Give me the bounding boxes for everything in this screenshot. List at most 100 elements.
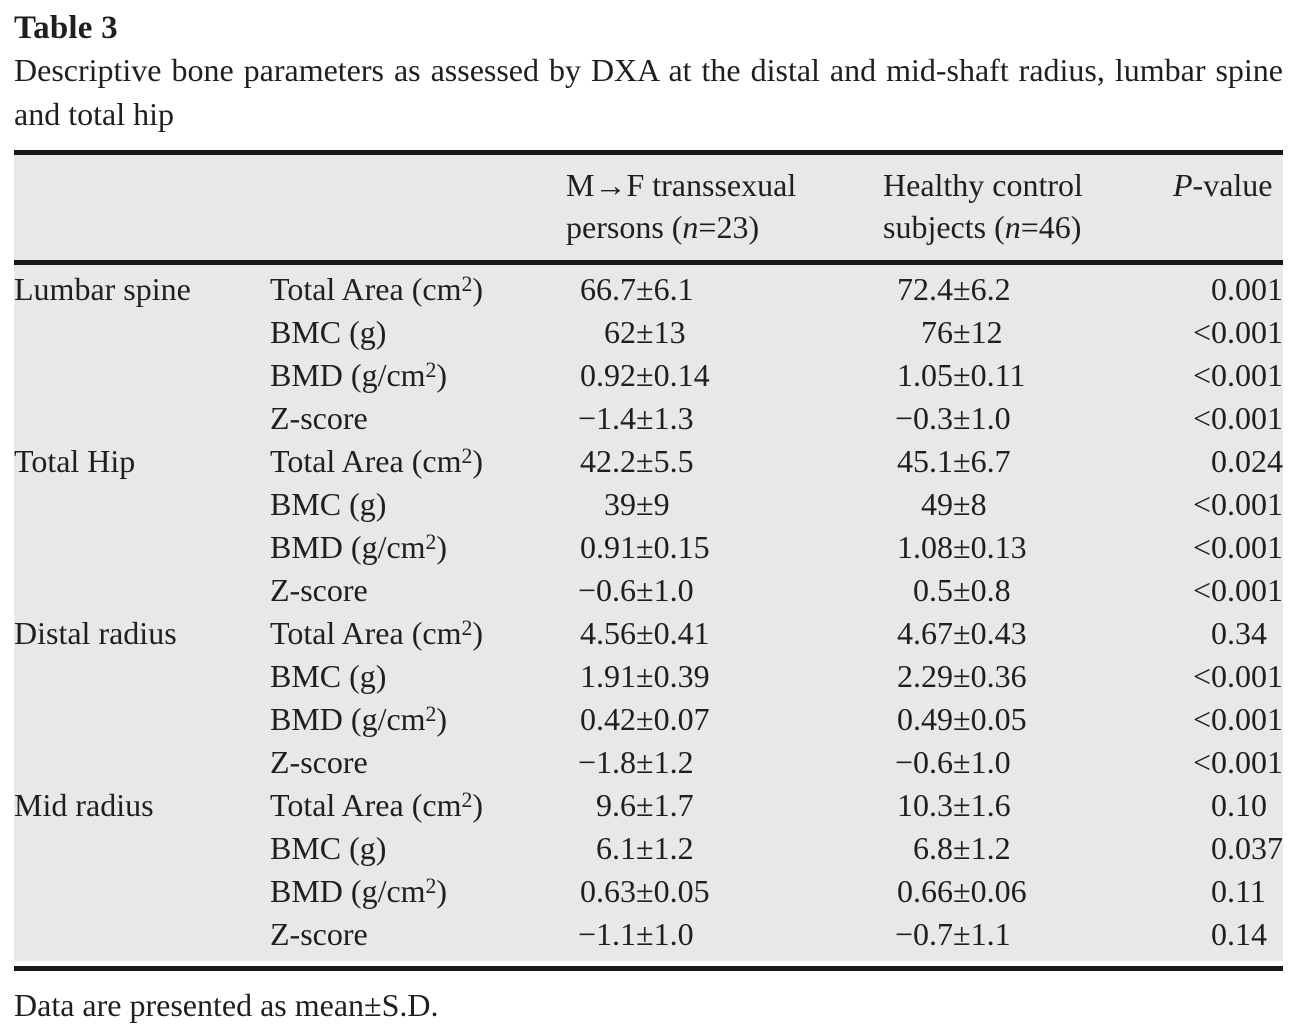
header-mtf-line2-post: =23) [698,209,760,245]
control-value: 0.66±0.06 [883,870,1173,913]
plus-minus-symbol: ± [636,314,654,350]
plus-minus-symbol: ± [953,744,971,780]
p-value: <0.001 [1173,483,1283,526]
p-value-decimals: .001 [1227,658,1283,694]
sd-value: 1.2 [653,744,694,780]
site-label [14,827,270,870]
p-value: <0.001 [1173,311,1283,354]
sd-value: 0.8 [970,572,1011,608]
site-label [14,397,270,440]
plus-minus-symbol: ± [953,357,971,393]
control-value: 1.08±0.13 [883,526,1173,569]
parameter-label: BMC (g) [270,486,387,522]
bottom-rule [14,966,1283,971]
site-label [14,311,270,354]
p-value-decimals: .001 [1227,744,1283,780]
control-value: 0.49±0.05 [883,698,1173,741]
table-row: BMD (g/cm2) 0.42±0.07 0.49±0.05 <0.001 [14,698,1283,741]
mean-value: 45.1 [897,443,953,479]
mtf-value: 39±9 [566,483,883,526]
header-rule [14,260,1283,265]
mean-value: 4.67 [897,615,953,651]
plus-minus-symbol: ± [636,572,654,608]
mean-value: 0.63 [580,873,636,909]
table-row: Z-score −1.1±1.0 −0.7±1.1 0.14 [14,913,1283,956]
parameter-label: Z-score [270,916,368,952]
mean-value: 72.4 [897,271,953,307]
header-control-column: Healthy control subjects (n=46) [883,164,1173,248]
header-mtf-line1: M→F transsexual [566,167,797,203]
p-value-integer: <0 [1192,658,1227,694]
header-control-n-symbol: n [1004,209,1021,245]
p-value: <0.001 [1173,698,1283,741]
control-value: 2.29±0.36 [883,655,1173,698]
mean-value: 0.5 [913,572,953,608]
sd-value: 0.06 [970,873,1027,909]
table-row: Distal radius Total Area (cm2) 4.56±0.41 4.… [14,612,1283,655]
mean-value: 0.42 [580,701,636,737]
header-mtf-line2: persons (n=23) [566,209,759,245]
sd-value: 0.05 [970,701,1027,737]
control-value: 10.3±1.6 [883,784,1173,827]
sd-value: 6.7 [970,443,1011,479]
mean-value: −0.6 [577,572,636,608]
p-value-integer: <0 [1192,572,1227,608]
sd-value: 0.36 [970,658,1027,694]
plus-minus-symbol: ± [953,916,971,952]
p-value-integer: <0 [1192,529,1227,565]
sd-value: 0.14 [653,357,710,393]
sd-value: 13 [653,314,686,350]
p-value: 0.024 [1173,440,1283,483]
mean-value: 0.92 [580,357,636,393]
p-value-decimals: .024 [1227,443,1283,479]
data-table: M→F transsexual persons (n=23) Healthy c… [14,150,1283,971]
p-value-decimals: .001 [1227,486,1283,522]
site-label [14,655,270,698]
p-value-decimals: .001 [1227,314,1283,350]
plus-minus-symbol: ± [953,701,971,737]
superscript: 2 [461,271,473,296]
site-label [14,483,270,526]
sd-value: 1.0 [970,744,1011,780]
control-value: −0.7±1.1 [883,913,1173,956]
mean-value: 1.05 [897,357,953,393]
p-value-integer: <0 [1192,400,1227,436]
p-value-decimals: .14 [1227,916,1267,952]
mean-value: 66.7 [580,271,636,307]
table-footnote: Data are presented as mean±S.D. [14,987,439,1023]
plus-minus-symbol: ± [953,787,971,823]
parameter-label: BMD (g/cm2) [270,701,448,737]
p-value-integer: 0 [1211,916,1227,952]
mtf-value: 0.92±0.14 [566,354,883,397]
p-value-decimals: .001 [1227,271,1283,307]
table-row: BMC (g) 1.91±0.39 2.29±0.36 <0.001 [14,655,1283,698]
plus-minus-symbol: ± [953,615,971,651]
sd-value: 0.39 [653,658,710,694]
plus-minus-symbol: ± [636,357,654,393]
mtf-value: 42.2±5.5 [566,440,883,483]
header-pvalue-rest: -value [1192,167,1273,203]
mean-value: 0.49 [897,701,953,737]
plus-minus-symbol: ± [953,572,971,608]
header-p-symbol: P [1173,167,1193,203]
table-row: Lumbar spine Total Area (cm2) 66.7±6.1 72.4… [14,268,1283,311]
header-parameter-column [270,164,566,248]
site-label [14,569,270,612]
p-value-decimals: .11 [1227,873,1266,909]
p-value-integer: 0 [1211,271,1227,307]
parameter-label: Total Area (cm2) [270,271,483,307]
mtf-value: −0.6±1.0 [566,569,883,612]
site-label [14,870,270,913]
plus-minus-symbol: ± [636,443,654,479]
superscript: 2 [461,787,473,812]
control-value: 6.8±1.2 [883,827,1173,870]
table-row: BMD (g/cm2) 0.91±0.15 1.08±0.13 <0.001 [14,526,1283,569]
site-label: Lumbar spine [14,271,191,307]
header-mtf-line2-pre: persons ( [566,209,683,245]
control-value: 45.1±6.7 [883,440,1173,483]
control-value: 49±8 [883,483,1173,526]
p-value-decimals: .037 [1227,830,1283,866]
p-value-integer: 0 [1211,873,1227,909]
header-site-column [14,164,270,248]
parameter-label: BMC (g) [270,314,387,350]
